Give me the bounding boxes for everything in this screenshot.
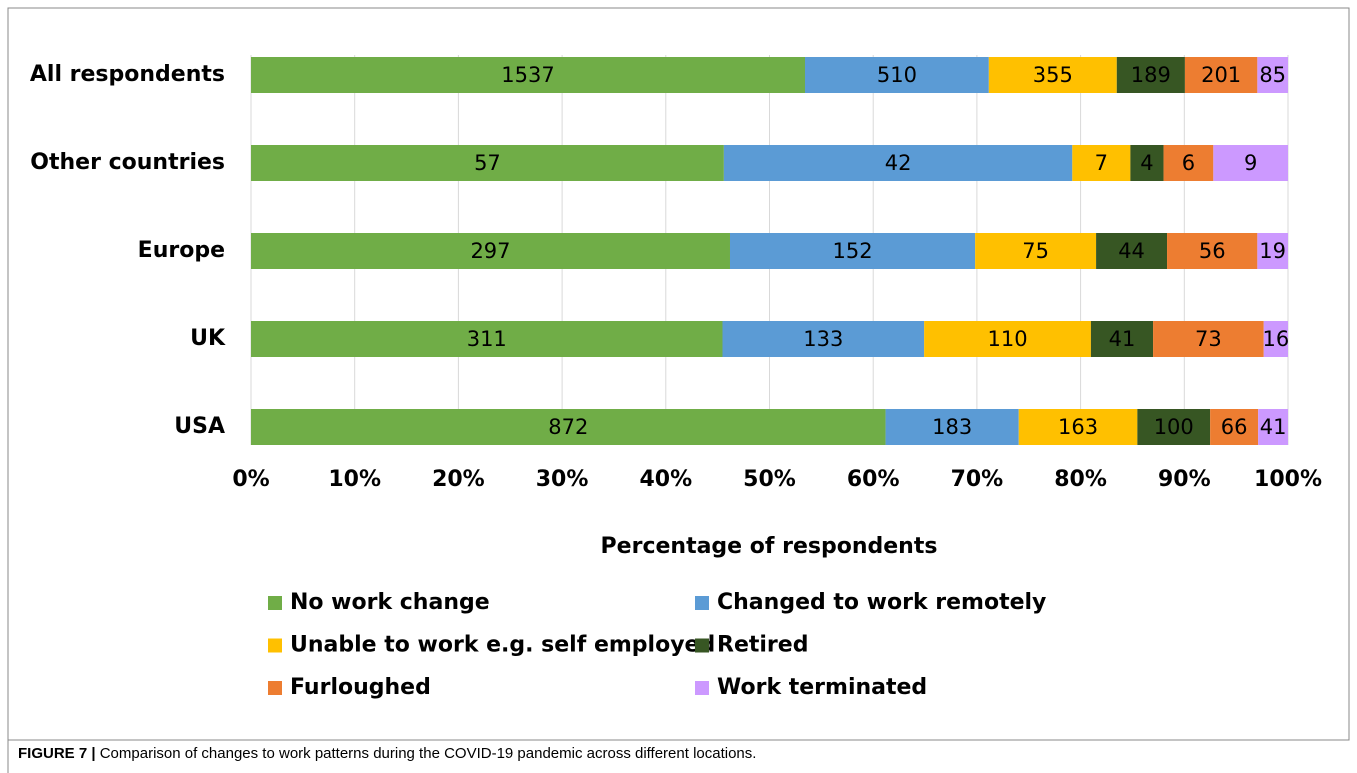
data-label: 100 — [1154, 415, 1194, 439]
bar-segment — [1263, 321, 1288, 357]
data-label: 75 — [1022, 239, 1049, 263]
legend-swatch — [268, 596, 282, 610]
data-label: 133 — [803, 327, 843, 351]
bar-segment — [1116, 57, 1185, 93]
x-tick-label: 90% — [1158, 467, 1211, 492]
data-label: 42 — [885, 151, 912, 175]
data-label: 163 — [1058, 415, 1098, 439]
bar-segment — [1153, 321, 1264, 357]
legend-swatch — [695, 596, 709, 610]
x-tick-label: 30% — [536, 467, 589, 492]
legend-label: Retired — [717, 633, 808, 658]
y-tick-label: UK — [190, 326, 226, 351]
bar-segment — [924, 321, 1091, 357]
bar-segment — [1096, 233, 1168, 269]
caption: FIGURE 7 | Comparison of changes to work… — [18, 745, 756, 762]
caption-text: Comparison of changes to work patterns d… — [100, 745, 757, 762]
bar-segment — [1090, 321, 1154, 357]
bar-segment — [1257, 233, 1288, 269]
caption-label: FIGURE 7 | — [18, 745, 96, 762]
data-label: 41 — [1109, 327, 1136, 351]
legend-label: No work change — [290, 590, 490, 615]
data-label: 311 — [467, 327, 507, 351]
data-label: 189 — [1131, 63, 1171, 87]
x-tick-label: 60% — [847, 467, 900, 492]
legend-label: Unable to work e.g. self employed — [290, 633, 715, 658]
data-label: 510 — [877, 63, 917, 87]
bar-segment — [805, 57, 989, 93]
data-label: 6 — [1182, 151, 1195, 175]
x-tick-label: 20% — [432, 467, 485, 492]
y-tick-label: Other countries — [30, 150, 225, 175]
y-tick-label: Europe — [138, 238, 225, 263]
data-label: 16 — [1263, 327, 1290, 351]
x-tick-label: 50% — [743, 467, 796, 492]
data-label: 152 — [833, 239, 873, 263]
bar-segment — [722, 321, 925, 357]
data-label: 85 — [1259, 63, 1286, 87]
data-label: 355 — [1033, 63, 1073, 87]
legend-swatch — [268, 638, 282, 653]
bar-segment — [1167, 233, 1258, 269]
data-label: 66 — [1221, 415, 1248, 439]
bar-segment — [975, 233, 1097, 269]
data-label: 201 — [1201, 63, 1241, 87]
bar-segment — [1018, 409, 1138, 445]
bar-segment — [885, 409, 1019, 445]
bar-segment — [723, 145, 1073, 181]
data-label: 183 — [932, 415, 972, 439]
bar-segment — [1163, 145, 1214, 181]
bar-segment — [1258, 409, 1288, 445]
bar-segment — [1130, 145, 1164, 181]
bar-segment — [1137, 409, 1211, 445]
legend-label: Changed to work remotely — [717, 590, 1046, 615]
data-label: 56 — [1199, 239, 1226, 263]
bar-segment — [1072, 145, 1131, 181]
data-label: 44 — [1118, 239, 1145, 263]
bar-segment — [729, 233, 976, 269]
data-label: 872 — [548, 415, 588, 439]
data-label: 110 — [987, 327, 1027, 351]
data-label: 1537 — [501, 63, 554, 87]
data-label: 7 — [1095, 151, 1108, 175]
legend-swatch — [695, 638, 709, 653]
x-axis-title: Percentage of respondents — [601, 534, 938, 559]
data-label: 73 — [1195, 327, 1222, 351]
bar-segment — [251, 233, 730, 269]
bar-segment — [1184, 57, 1258, 93]
legend-swatch — [695, 681, 709, 695]
y-tick-label: All respondents — [30, 62, 225, 87]
x-tick-label: 10% — [328, 467, 381, 492]
bar-segment — [988, 57, 1117, 93]
bar-segment — [1257, 57, 1288, 93]
y-tick-label: USA — [174, 414, 225, 439]
bar-segment — [251, 145, 724, 181]
legend-swatch — [268, 681, 282, 695]
data-label: 19 — [1259, 239, 1286, 263]
x-tick-label: 0% — [232, 467, 269, 492]
bar-segment — [251, 57, 806, 93]
bar-segment — [251, 321, 723, 357]
data-label: 297 — [470, 239, 510, 263]
legend-label: Furloughed — [290, 675, 431, 700]
bar-segment — [1210, 409, 1259, 445]
bar-segment — [251, 409, 886, 445]
x-tick-label: 70% — [951, 467, 1004, 492]
data-label: 41 — [1260, 415, 1287, 439]
frame — [7, 7, 1350, 741]
bar-segment — [1213, 145, 1288, 181]
data-label: 4 — [1140, 151, 1153, 175]
x-tick-label: 100% — [1254, 467, 1322, 492]
legend-label: Work terminated — [717, 675, 927, 700]
x-tick-label: 40% — [639, 467, 692, 492]
x-tick-label: 80% — [1054, 467, 1107, 492]
data-label: 57 — [474, 151, 501, 175]
data-label: 9 — [1244, 151, 1257, 175]
